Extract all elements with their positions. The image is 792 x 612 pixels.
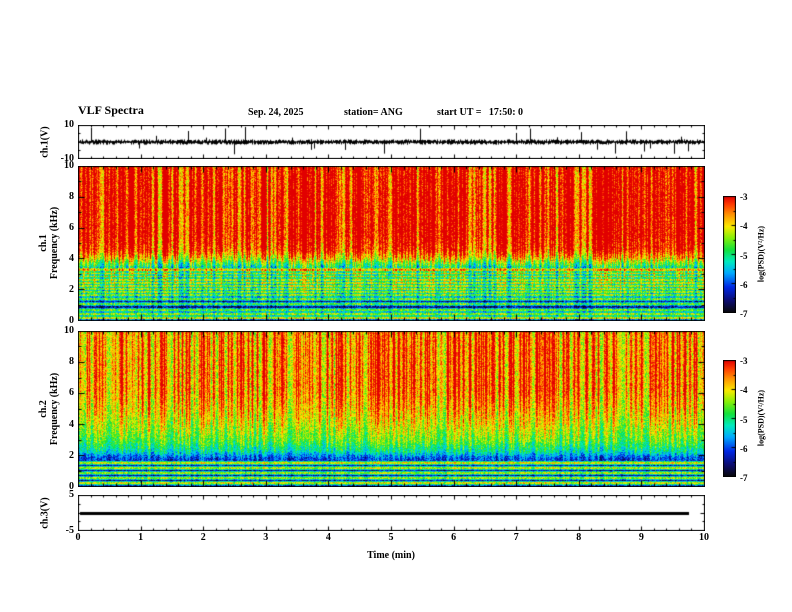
y-tick-label: 2 — [69, 450, 74, 461]
y-tick-label: 5 — [69, 489, 74, 500]
colorbar-tick-label: -4 — [740, 221, 748, 231]
y-tick-label: 10 — [64, 119, 74, 130]
y-tick-label: 6 — [69, 222, 74, 233]
x-tick-label: 5 — [388, 532, 394, 543]
ch2-spec-axis-label-line1: ch.2 — [38, 400, 49, 418]
ch2-spectrogram-plot — [78, 331, 705, 487]
colorbar-ch1 — [723, 196, 736, 313]
y-tick-label: -10 — [60, 153, 74, 164]
y-tick-label: 8 — [69, 191, 74, 202]
ch1-wave-axis-label-text: ch.1(V) — [39, 126, 51, 158]
y-tick-label: 10 — [64, 325, 74, 336]
x-tick-label: 3 — [263, 532, 269, 543]
colorbar-ch2 — [723, 360, 736, 477]
y-tick-label: 0 — [69, 315, 74, 326]
colorbar-tick-label: -7 — [740, 309, 748, 319]
y-tick-label: 6 — [69, 387, 74, 398]
ch2-spec-axis-label: ch.2 Frequency (kHz) — [38, 373, 60, 445]
x-tick-label: 1 — [138, 532, 144, 543]
ch1-spec-axis-label: ch.1 Frequency (kHz) — [38, 207, 60, 279]
x-tick-label: 8 — [576, 532, 582, 543]
colorbar-tick-label: -3 — [740, 192, 748, 202]
colorbar-tick-label: -6 — [740, 280, 748, 290]
x-tick-label: 7 — [513, 532, 519, 543]
colorbar-tick-label: -4 — [740, 385, 748, 395]
y-tick-label: 2 — [69, 284, 74, 295]
ch1-spec-axis-label-line2: Frequency (kHz) — [49, 206, 60, 280]
colorbar-tick-label: -6 — [740, 444, 748, 454]
colorbar-tick-label: -7 — [740, 473, 748, 483]
x-tick-label: 0 — [75, 532, 81, 543]
date-label: Sep. 24, 2025 — [248, 107, 304, 118]
y-tick-label: -5 — [65, 525, 74, 536]
x-tick-label: 2 — [200, 532, 206, 543]
colorbar-tick-label: -5 — [740, 415, 748, 425]
ch1-waveform-plot — [78, 125, 705, 159]
ch3-wave-axis-label-text: ch.3(V) — [39, 497, 51, 529]
page-title: VLF Spectra — [78, 103, 144, 117]
y-tick-label: 4 — [69, 419, 74, 430]
x-tick-label: 6 — [451, 532, 457, 543]
ch1-spec-axis-label-line1: ch.1 — [38, 234, 49, 252]
colorbar-tick-label: -3 — [740, 356, 748, 366]
x-tick-label: 9 — [638, 532, 644, 543]
ch1-wave-axis-label: ch.1(V) — [40, 126, 51, 157]
y-tick-label: 10 — [64, 160, 74, 171]
x-tick-label: 4 — [325, 532, 331, 543]
ch3-waveform-plot — [78, 495, 705, 531]
ch2-spec-axis-label-line2: Frequency (kHz) — [49, 372, 60, 446]
station-label: station= ANG — [344, 107, 403, 118]
start-ut-label: start UT = 17:50: 0 — [437, 107, 524, 118]
y-tick-label: 4 — [69, 253, 74, 264]
x-axis-title: Time (min) — [367, 550, 415, 561]
x-tick-label: 10 — [699, 532, 709, 543]
colorbar-tick-label: -5 — [740, 251, 748, 261]
y-tick-label: 0 — [69, 481, 74, 492]
ch3-wave-axis-label: ch.3(V) — [40, 497, 51, 528]
y-tick-label: 8 — [69, 356, 74, 367]
ch1-spectrogram-plot — [78, 166, 705, 321]
